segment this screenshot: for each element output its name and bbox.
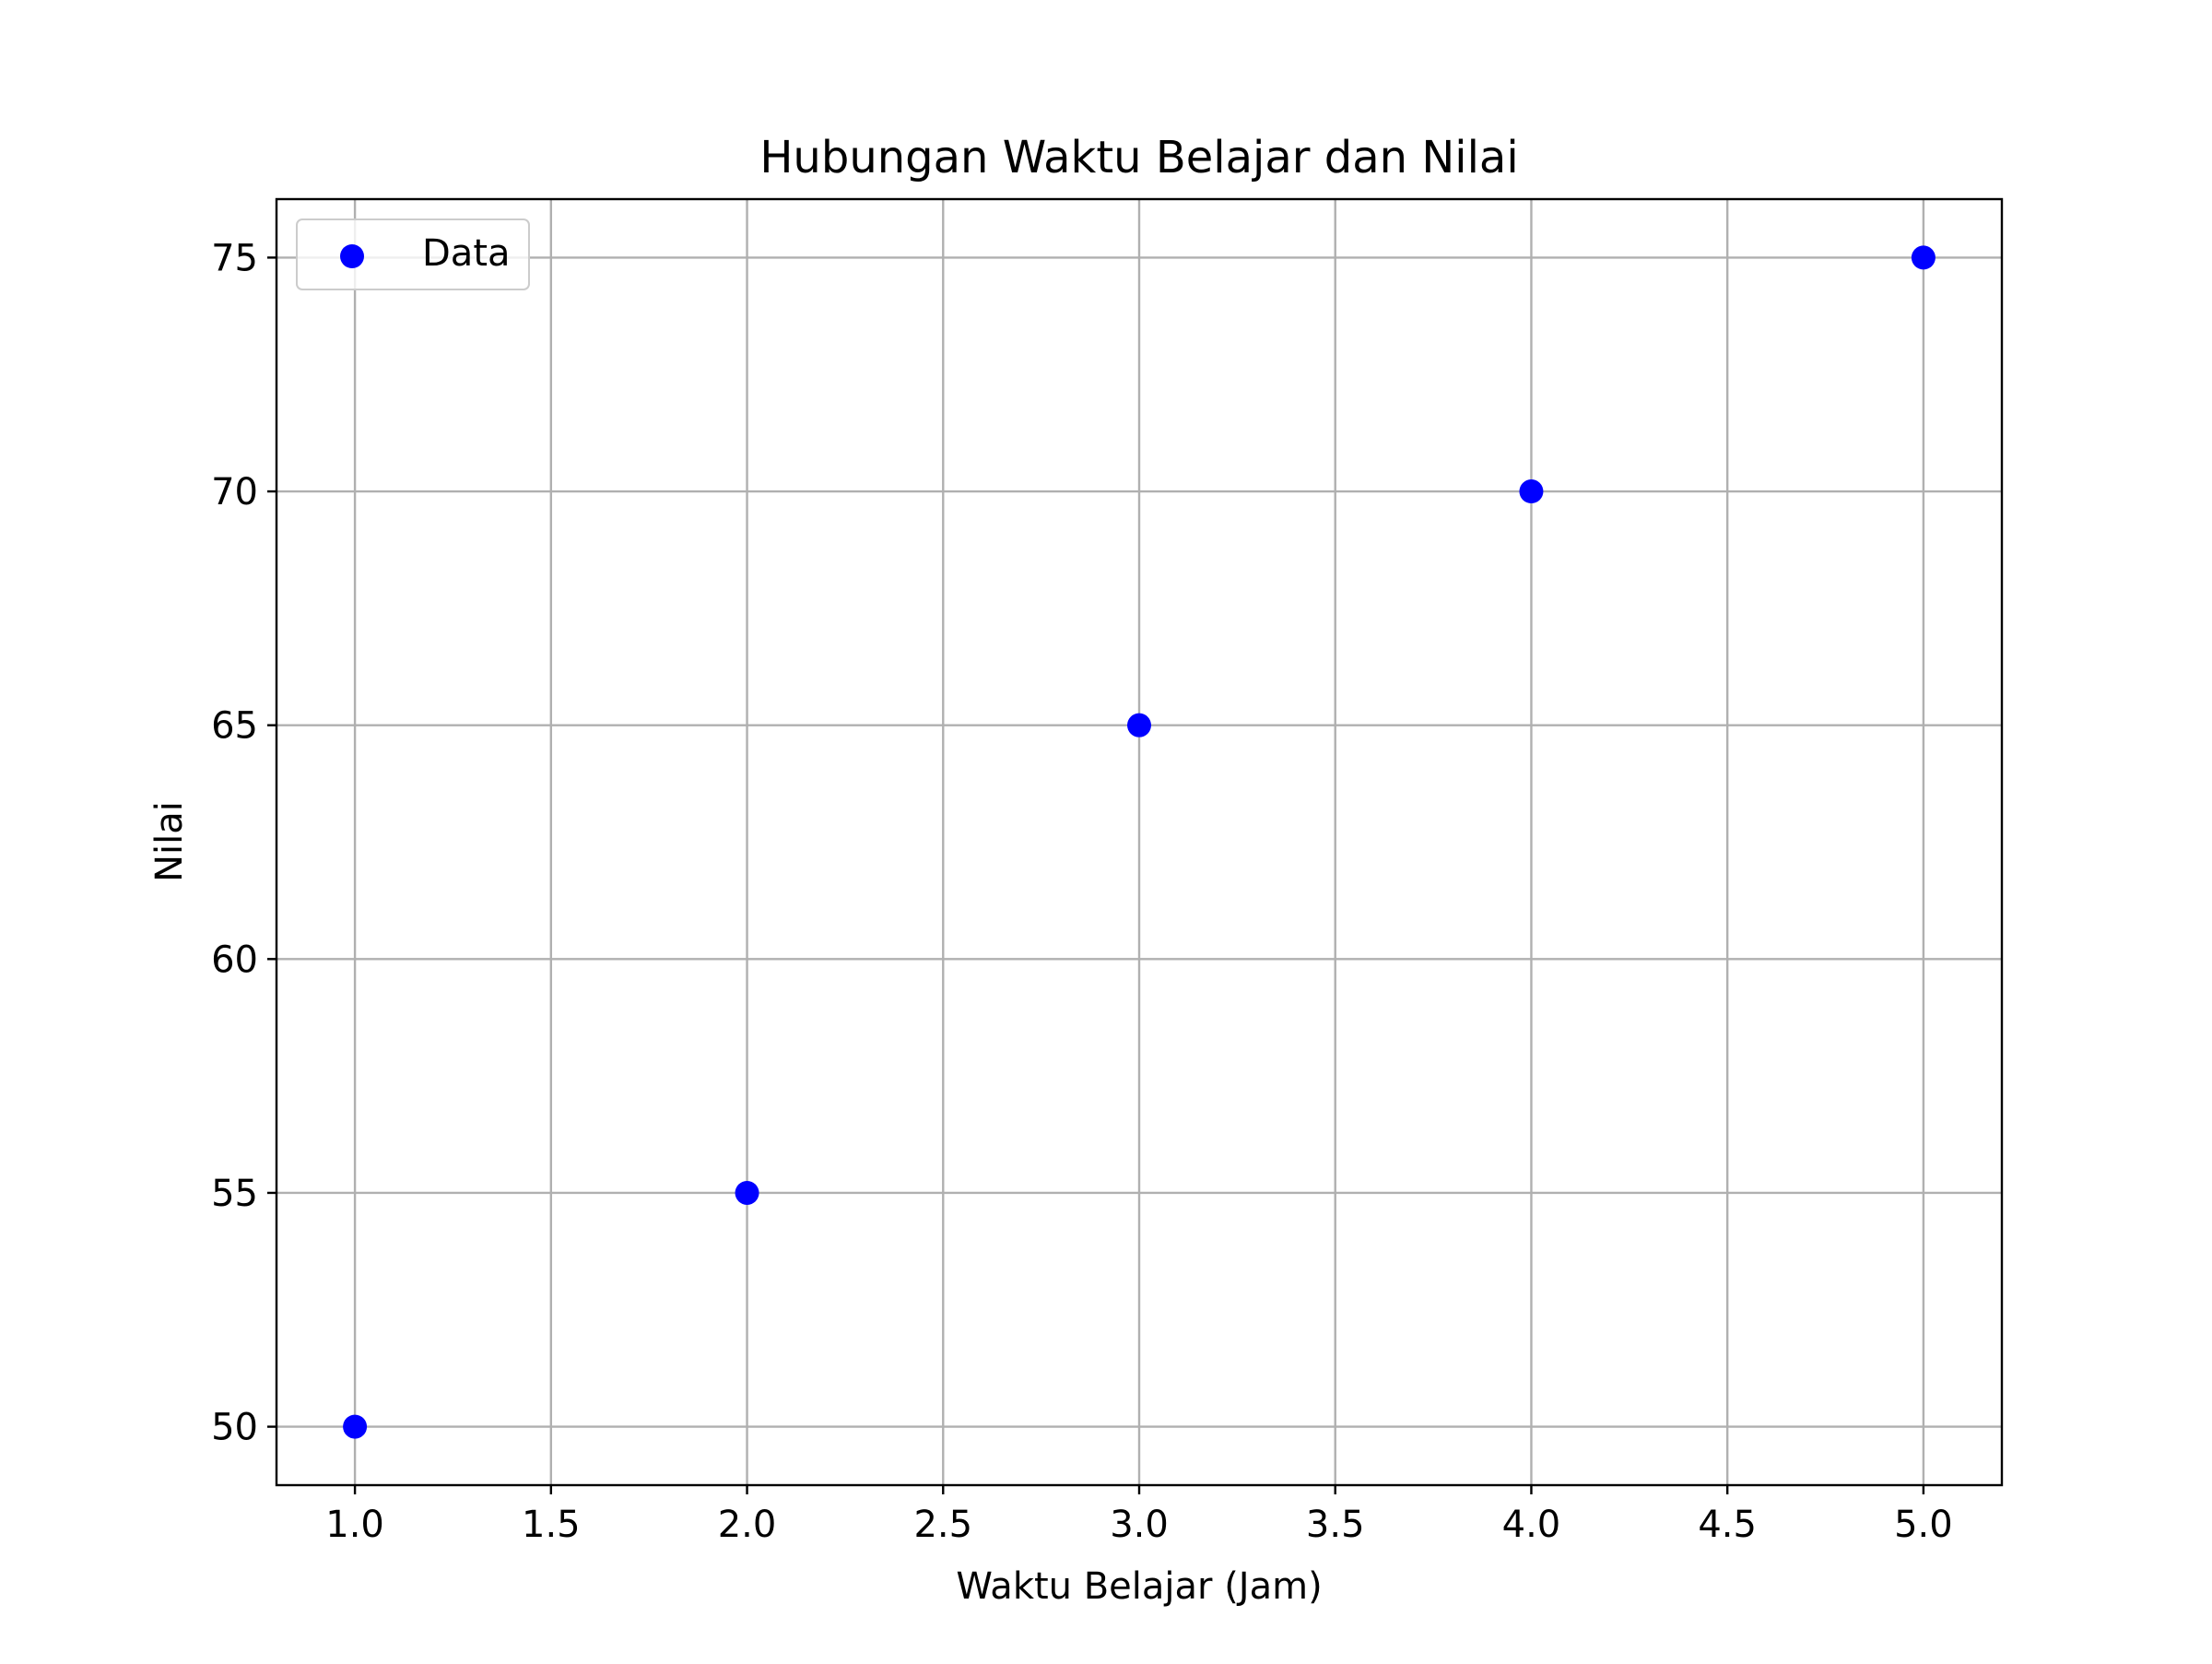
y-tick-label: 55 xyxy=(211,1173,258,1215)
x-tick-label: 4.0 xyxy=(1502,1504,1561,1546)
data-point xyxy=(1911,245,1936,270)
data-point xyxy=(1127,713,1151,738)
y-tick-label: 60 xyxy=(211,938,258,981)
chart-title: Hubungan Waktu Belajar dan Nilai xyxy=(759,132,1518,183)
data-point xyxy=(735,1180,759,1205)
y-tick-label: 75 xyxy=(211,237,258,279)
data-point xyxy=(1519,479,1544,504)
y-axis-label: Nilai xyxy=(148,801,191,882)
y-tick-label: 70 xyxy=(211,471,258,513)
x-tick-label: 5.0 xyxy=(1894,1504,1953,1546)
legend-marker xyxy=(340,244,364,268)
x-tick-label: 1.0 xyxy=(325,1504,384,1546)
x-tick-label: 1.5 xyxy=(522,1504,581,1546)
data-point xyxy=(343,1414,368,1439)
legend: Data xyxy=(296,218,530,290)
legend-label: Data xyxy=(422,232,511,275)
ticks: 1.0 1.5 2.0 2.5 3.0 3.5 4.0 4.5 5.0 50 55 60 65 70 75 xyxy=(211,237,1953,1546)
x-tick-label: 2.5 xyxy=(913,1504,972,1546)
legend-box xyxy=(296,218,530,290)
x-axis-label: Waktu Belajar (Jam) xyxy=(956,1565,1322,1608)
x-tick-label: 4.5 xyxy=(1698,1504,1757,1546)
y-tick-label: 65 xyxy=(211,705,258,748)
data-points xyxy=(343,245,1936,1439)
x-tick-label: 3.5 xyxy=(1306,1504,1365,1546)
x-tick-label: 2.0 xyxy=(718,1504,777,1546)
x-tick-label: 3.0 xyxy=(1110,1504,1169,1546)
grid xyxy=(276,199,2002,1485)
y-tick-label: 50 xyxy=(211,1407,258,1449)
